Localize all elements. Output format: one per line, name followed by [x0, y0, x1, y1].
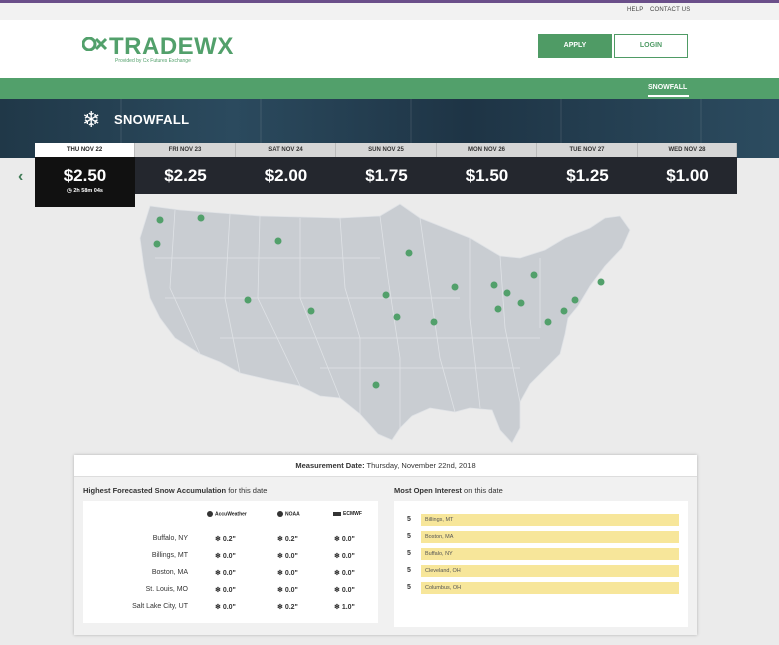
snowflake-icon: ❄ [82, 107, 101, 132]
utility-bar: HELP CONTACT US [0, 3, 779, 20]
day-label: THU NOV 22 [35, 143, 135, 157]
day-price: $2.00 [264, 166, 308, 185]
city-marker [597, 278, 605, 286]
list-item[interactable]: 5 Buffalo, NY [394, 548, 688, 562]
logo-wordmark[interactable]: TRADEWX [109, 33, 234, 60]
city-marker [274, 237, 282, 245]
day-tab-sun[interactable]: SUN NOV 25 $1.75 [336, 143, 437, 194]
open-interest-section-title: Most Open Interest on this date [394, 486, 503, 495]
chevron-left-icon[interactable]: ‹ [18, 168, 24, 185]
day-label: WED NOV 28 [638, 143, 737, 157]
help-link[interactable]: HELP [627, 7, 644, 13]
city-marker [244, 296, 252, 304]
city-marker [530, 271, 538, 279]
source-noaa: NOAA [277, 511, 300, 517]
source-accuweather: AccuWeather [207, 511, 247, 517]
day-label: FRI NOV 23 [135, 143, 236, 157]
day-label: MON NOV 26 [437, 143, 537, 157]
day-tab-wed[interactable]: WED NOV 28 $1.00 [638, 143, 737, 194]
day-label: SUN NOV 25 [336, 143, 437, 157]
city-marker [153, 240, 161, 248]
city-marker [372, 381, 380, 389]
city-marker [517, 299, 525, 307]
nav-bar: SNOWFALL [0, 78, 779, 99]
day-label: TUE NOV 27 [537, 143, 638, 157]
accuweather-icon [207, 511, 213, 517]
day-price: $1.50 [465, 166, 509, 185]
nav-active-indicator [648, 95, 689, 97]
ecmwf-icon [333, 511, 341, 516]
us-map [139, 203, 631, 444]
table-row: Boston, MA ❄ 0.0" ❄ 0.0" ❄ 0.0" [151, 569, 355, 577]
details-panel: Measurement Date: Thursday, November 22n… [74, 455, 697, 635]
city-marker [405, 249, 413, 257]
city-marker [544, 318, 552, 326]
list-item[interactable]: 5 Billings, MT [394, 514, 688, 528]
table-row: St. Louis, MO ❄ 0.0" ❄ 0.0" ❄ 0.0" [145, 586, 355, 594]
day-price: $1.25 [566, 166, 609, 185]
city-markers [153, 214, 605, 389]
login-button[interactable]: LOGIN [614, 34, 688, 58]
top-accent-strip [0, 0, 779, 3]
day-label: SAT NOV 24 [236, 143, 336, 157]
forecast-table: AccuWeather NOAA ECMWF Buffalo, NY ❄ 0.2… [83, 501, 378, 623]
measurement-date-header: Measurement Date: Thursday, November 22n… [74, 455, 697, 477]
noaa-icon [277, 511, 283, 517]
day-tab-tue[interactable]: TUE NOV 27 $1.25 [537, 143, 638, 194]
city-marker [430, 318, 438, 326]
table-row: Billings, MT ❄ 0.0" ❄ 0.0" ❄ 0.0" [151, 552, 355, 560]
day-tab-mon[interactable]: MON NOV 26 $1.50 [437, 143, 537, 194]
day-price: $1.75 [365, 166, 408, 185]
city-marker [307, 307, 315, 315]
city-marker [382, 291, 390, 299]
logo-tagline: Provided by Cx Futures Exchange [115, 58, 191, 64]
list-item[interactable]: 5 Columbus, OH [394, 582, 688, 596]
apply-button[interactable]: APPLY [538, 34, 612, 58]
list-item[interactable]: 5 Cleveland, OH [394, 565, 688, 579]
city-marker [571, 296, 579, 304]
clock-icon: ◷ [66, 188, 72, 194]
us-map-shape [139, 203, 631, 444]
table-row: Buffalo, NY ❄ 0.2" ❄ 0.2" ❄ 0.0" [152, 535, 355, 543]
contact-us-link[interactable]: CONTACT US [650, 7, 691, 13]
day-tab-thu[interactable]: THU NOV 22 $2.50 ◷ 2h 58m 04s [35, 143, 135, 207]
countdown-timer: ◷ 2h 58m 04s [66, 188, 103, 194]
nav-item-snowfall[interactable]: SNOWFALL [648, 84, 688, 91]
day-price: $2.25 [164, 166, 207, 185]
table-row: Salt Lake City, UT ❄ 0.0" ❄ 0.2" ❄ 1.0" [132, 603, 355, 611]
day-tab-fri[interactable]: FRI NOV 23 $2.25 [135, 143, 236, 194]
day-price-selector: THU NOV 22 $2.50 ◷ 2h 58m 04s FRI NOV 23… [35, 143, 737, 207]
city-marker [503, 289, 511, 297]
city-marker [560, 307, 568, 315]
day-price: $1.00 [666, 166, 709, 185]
list-item[interactable]: 5 Boston, MA [394, 531, 688, 545]
page-title: SNOWFALL [114, 112, 190, 127]
forecast-section-title: Highest Forecasted Snow Accumulation for… [83, 486, 268, 495]
city-marker [490, 281, 498, 289]
tradewx-logo-icon[interactable] [82, 37, 108, 51]
source-ecmwf: ECMWF [333, 511, 362, 517]
open-interest-list: 5 Billings, MT 5 Boston, MA 5 Buffalo, N… [394, 501, 688, 627]
day-tab-sat[interactable]: SAT NOV 24 $2.00 [236, 143, 336, 194]
day-price: $2.50 [63, 166, 107, 185]
city-marker [156, 216, 164, 224]
city-marker [197, 214, 205, 222]
city-marker [393, 313, 401, 321]
city-marker [451, 283, 459, 291]
city-marker [494, 305, 502, 313]
